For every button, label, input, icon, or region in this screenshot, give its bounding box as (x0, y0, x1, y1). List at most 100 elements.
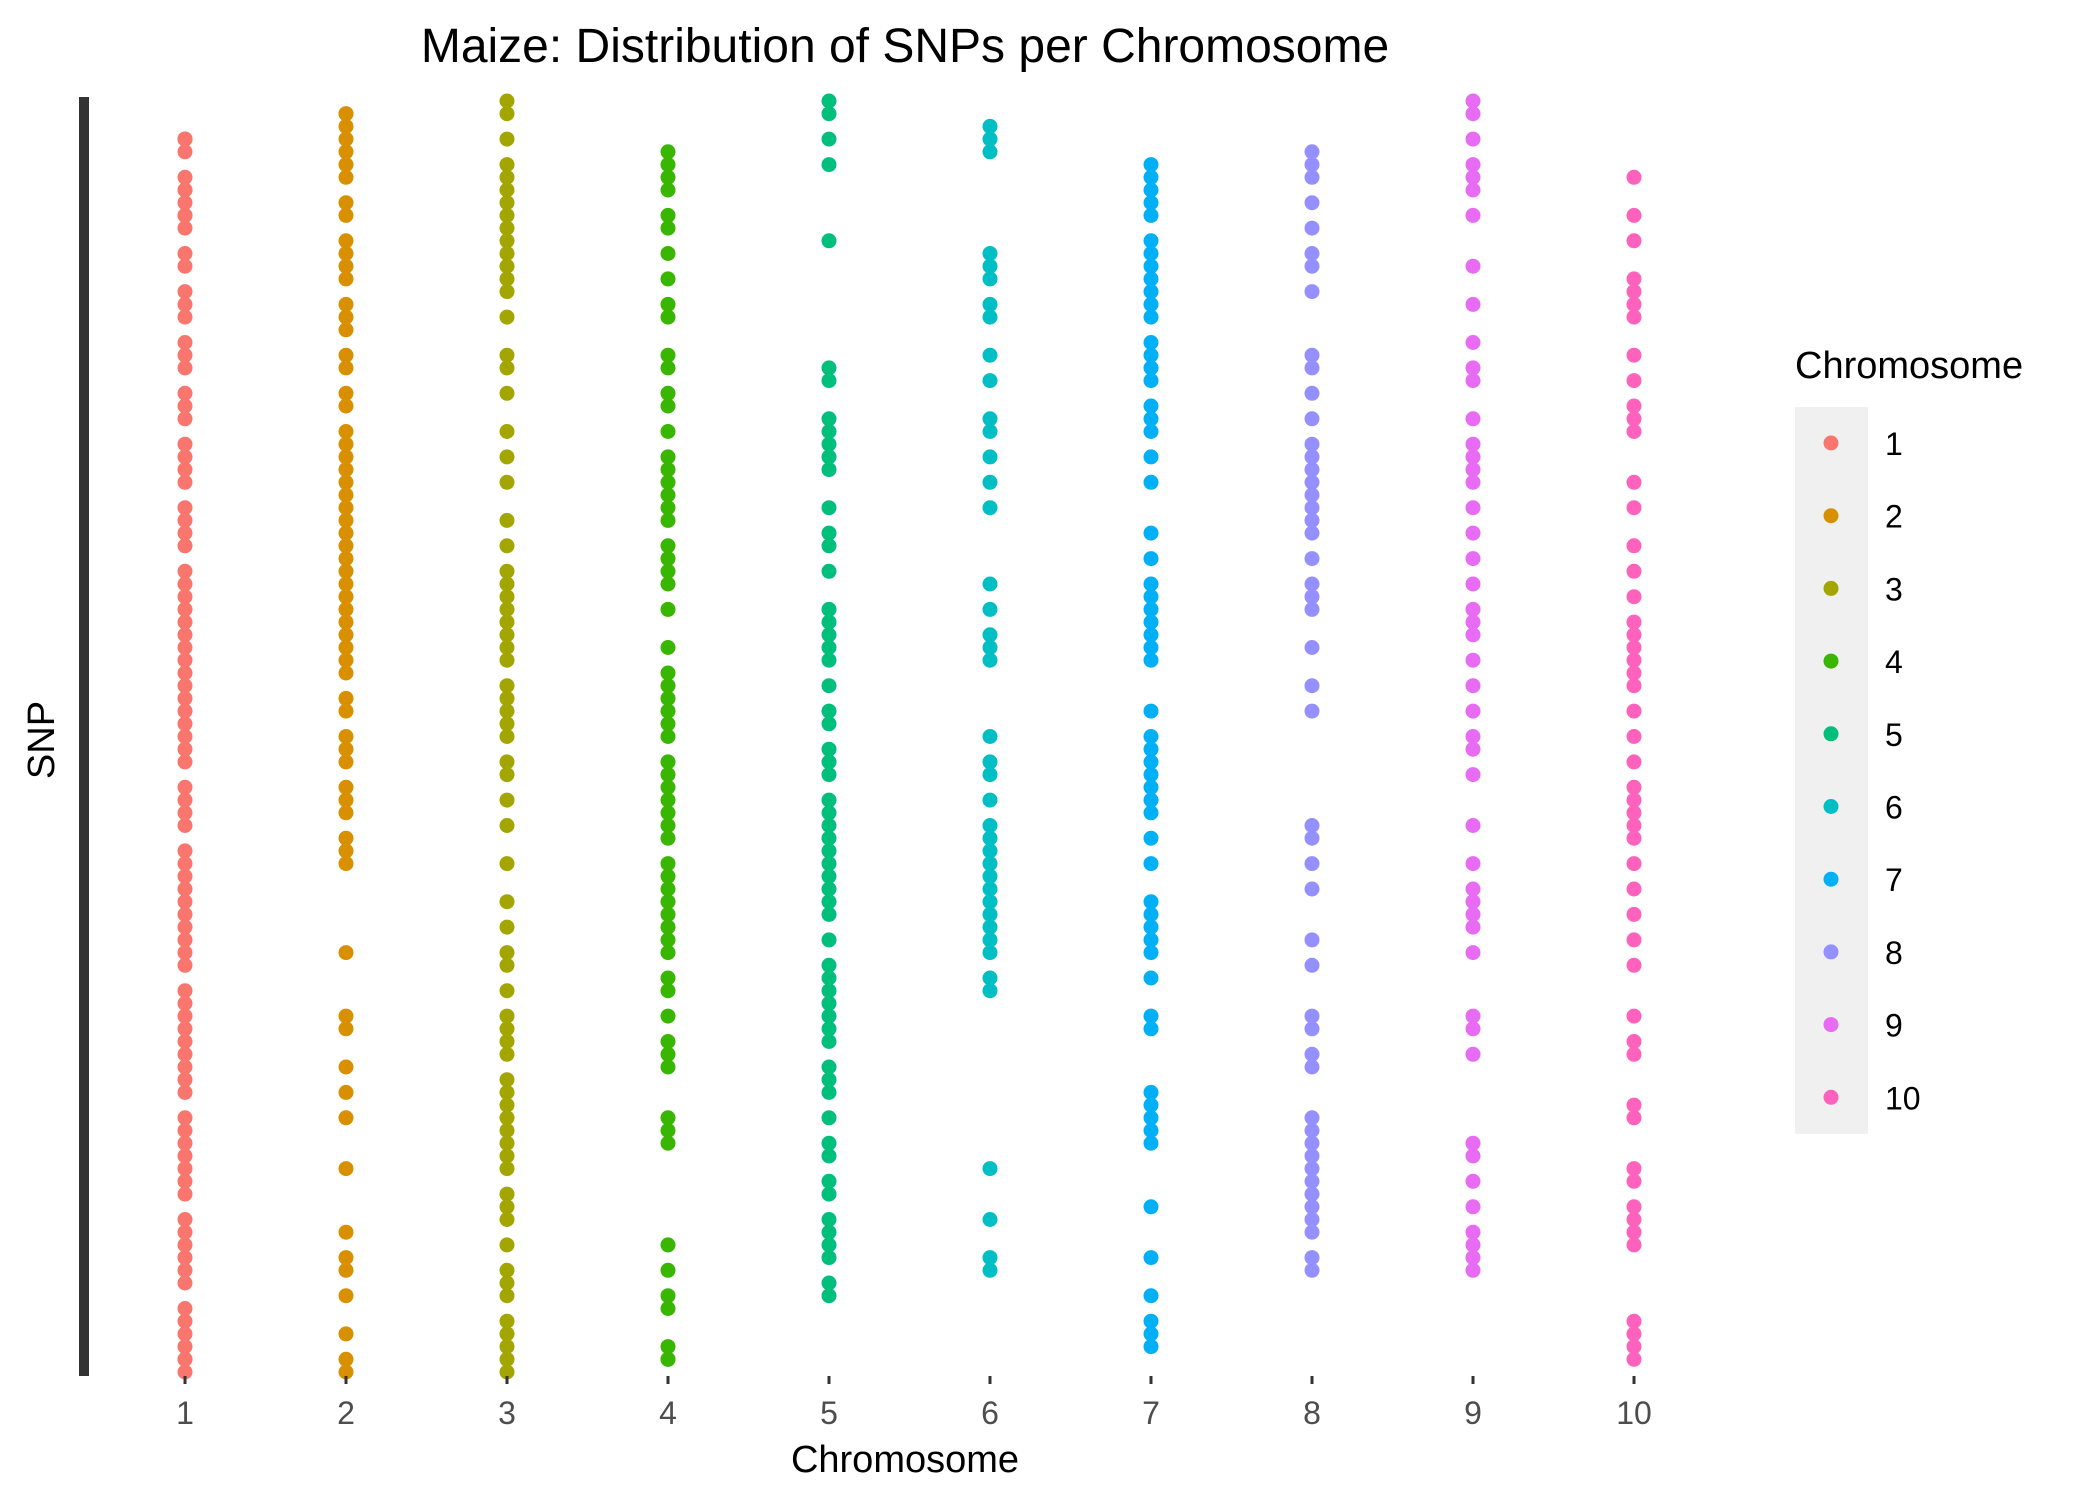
snp-point-chr10 (1626, 1199, 1642, 1215)
snp-point-chr9 (1465, 1046, 1481, 1062)
legend-label: 10 (1885, 1080, 1921, 1116)
snp-point-chr5 (821, 830, 837, 846)
snp-point-chr7 (1143, 856, 1159, 872)
snp-point-chr8 (1304, 830, 1320, 846)
snp-point-chr2 (338, 322, 354, 338)
x-tick-label: 7 (1142, 1395, 1160, 1431)
snp-point-chr10 (1626, 627, 1642, 643)
snp-point-chr7 (1143, 589, 1159, 605)
snp-point-chr6 (982, 449, 998, 465)
snp-point-chr6 (982, 894, 998, 910)
snp-point-chr5 (821, 1072, 837, 1088)
snp-point-chr4 (660, 296, 676, 312)
x-axis-ticks: 1 2 3 4 5 6 7 8 9 10 (176, 1376, 1652, 1431)
snp-point-chr4 (660, 678, 676, 694)
snp-point-chr9 (1465, 106, 1481, 122)
snp-point-chr9 (1465, 1021, 1481, 1037)
snp-point-chr4 (660, 767, 676, 783)
snp-point-chr1 (177, 589, 193, 605)
snp-point-chr2 (338, 614, 354, 630)
snp-point-chr5 (821, 1084, 837, 1100)
snp-point-chr9 (1465, 335, 1481, 350)
snp-point-chr7 (1143, 1313, 1159, 1329)
snp-point-chr1 (177, 754, 193, 770)
snp-point-chr7 (1143, 1199, 1159, 1215)
snp-point-chr1 (177, 1161, 193, 1177)
snp-point-chr9 (1465, 258, 1481, 274)
snp-point-chr4 (660, 500, 676, 516)
legend-key-chr7 (1823, 871, 1839, 887)
snp-point-chr7 (1143, 741, 1159, 757)
snp-point-chr2 (338, 589, 354, 605)
snp-point-chr4 (660, 398, 676, 414)
snp-point-chr2 (338, 462, 354, 478)
snp-point-chr1 (177, 640, 193, 655)
snp-point-chr1 (177, 411, 193, 427)
snp-point-chr9 (1465, 131, 1481, 147)
snp-point-chr1 (177, 131, 193, 147)
snp-point-chr9 (1465, 652, 1481, 668)
snp-point-chr5 (821, 741, 837, 757)
snp-point-chr7 (1143, 449, 1159, 465)
snp-point-chr8 (1304, 258, 1320, 274)
snp-point-chr1 (177, 474, 193, 490)
snp-point-chr3 (499, 1326, 515, 1342)
snp-point-chr7 (1143, 296, 1159, 312)
snp-point-chr6 (982, 144, 998, 160)
snp-point-chr1 (177, 1339, 193, 1355)
snp-point-chr2 (338, 436, 354, 452)
snp-point-chr7 (1143, 601, 1159, 617)
snp-point-chr2 (338, 1084, 354, 1100)
snp-point-chr3 (499, 1110, 515, 1126)
snp-point-chr3 (499, 1237, 515, 1253)
snp-point-chr1 (177, 945, 193, 961)
snp-point-chr3 (499, 856, 515, 872)
snp-point-chr5 (821, 995, 837, 1011)
snp-point-chr2 (338, 233, 354, 249)
snp-point-chr5 (821, 436, 837, 452)
snp-point-chr4 (660, 1008, 676, 1024)
snp-point-chr8 (1304, 957, 1320, 973)
snp-point-chr9 (1465, 881, 1481, 897)
snp-point-chr1 (177, 919, 193, 935)
snp-point-chr6 (982, 1250, 998, 1266)
snp-point-chr1 (177, 1008, 193, 1024)
snp-point-chr6 (982, 970, 998, 986)
snp-point-chr9 (1465, 411, 1481, 427)
snp-point-chr3 (499, 919, 515, 935)
snp-point-chr8 (1304, 678, 1320, 694)
snp-point-chr6 (982, 258, 998, 274)
snp-point-chr4 (660, 729, 676, 744)
snp-point-chr4 (660, 551, 676, 567)
snp-point-chr7 (1143, 347, 1159, 363)
snp-point-chr3 (499, 207, 515, 223)
snp-point-chr1 (177, 792, 193, 808)
snp-point-chr9 (1465, 919, 1481, 935)
snp-point-chr2 (338, 500, 354, 516)
snp-point-chr7 (1143, 627, 1159, 643)
snp-point-chr2 (338, 246, 354, 261)
snp-point-chr3 (499, 1021, 515, 1037)
snp-point-chr1 (177, 512, 193, 528)
snp-point-chr2 (338, 1288, 354, 1304)
snp-point-chr10 (1626, 703, 1642, 719)
snp-point-chr7 (1143, 271, 1159, 287)
snp-point-chr8 (1304, 411, 1320, 427)
snp-point-chr5 (821, 1034, 837, 1049)
snp-point-chr10 (1626, 906, 1642, 922)
snp-point-chr2 (338, 551, 354, 567)
snp-point-chr10 (1626, 1351, 1642, 1367)
snp-point-chr4 (660, 271, 676, 287)
snp-point-chr3 (499, 385, 515, 401)
snp-point-chr9 (1465, 678, 1481, 694)
snp-point-chr2 (338, 792, 354, 808)
snp-point-chr5 (821, 856, 837, 872)
snp-point-chr5 (821, 106, 837, 122)
snp-point-chr7 (1143, 1135, 1159, 1151)
x-tick-label: 8 (1303, 1395, 1321, 1431)
snp-point-chr4 (660, 1046, 676, 1062)
snp-point-chr4 (660, 474, 676, 490)
snp-point-chr3 (499, 1199, 515, 1215)
snp-point-chr6 (982, 843, 998, 859)
snp-point-chr3 (499, 1034, 515, 1049)
